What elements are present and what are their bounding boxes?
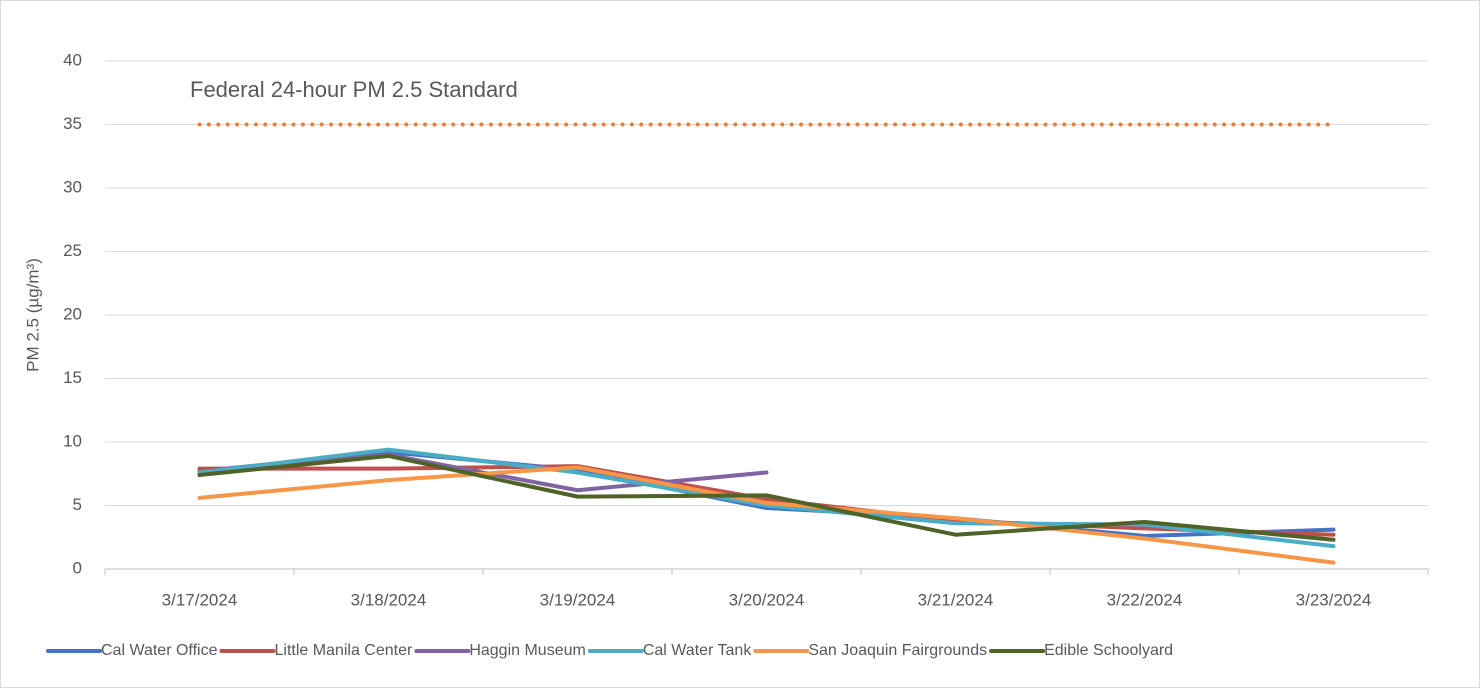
y-tick-label: 20 (63, 304, 82, 323)
x-tick-label: 3/21/2024 (918, 590, 994, 609)
series-line (197, 453, 1336, 542)
y-tick-label: 40 (63, 50, 82, 69)
x-tick-label: 3/17/2024 (162, 590, 238, 609)
x-tick-label: 3/20/2024 (729, 590, 805, 609)
legend-label: San Joaquin Fairgrounds (808, 642, 987, 659)
y-tick-label: 10 (63, 431, 82, 450)
y-tick-label: 5 (73, 495, 82, 514)
legend-label: Little Manila Center (274, 642, 413, 659)
y-tick-label: 35 (63, 114, 82, 133)
x-tick-label: 3/22/2024 (1107, 590, 1183, 609)
series-line (197, 447, 1336, 549)
legend-label: Cal Water Office (101, 642, 218, 659)
series-line (197, 465, 1336, 565)
x-tick-label: 3/23/2024 (1296, 590, 1372, 609)
x-tick-label: 3/18/2024 (351, 590, 427, 609)
legend-label: Haggin Museum (469, 642, 586, 659)
y-axis-label: PM 2.5 (µg/m³) (23, 258, 42, 372)
reference-label: Federal 24-hour PM 2.5 Standard (190, 77, 518, 102)
series-line (197, 450, 1336, 538)
y-tick-label: 0 (73, 558, 82, 577)
y-tick-label: 15 (63, 368, 82, 387)
y-tick-label: 30 (63, 177, 82, 196)
y-tick-label: 25 (63, 241, 82, 260)
series-line (197, 464, 1336, 537)
legend-label: Cal Water Tank (643, 642, 752, 659)
x-tick-label: 3/19/2024 (540, 590, 616, 609)
legend-label: Edible Schoolyard (1044, 642, 1173, 659)
